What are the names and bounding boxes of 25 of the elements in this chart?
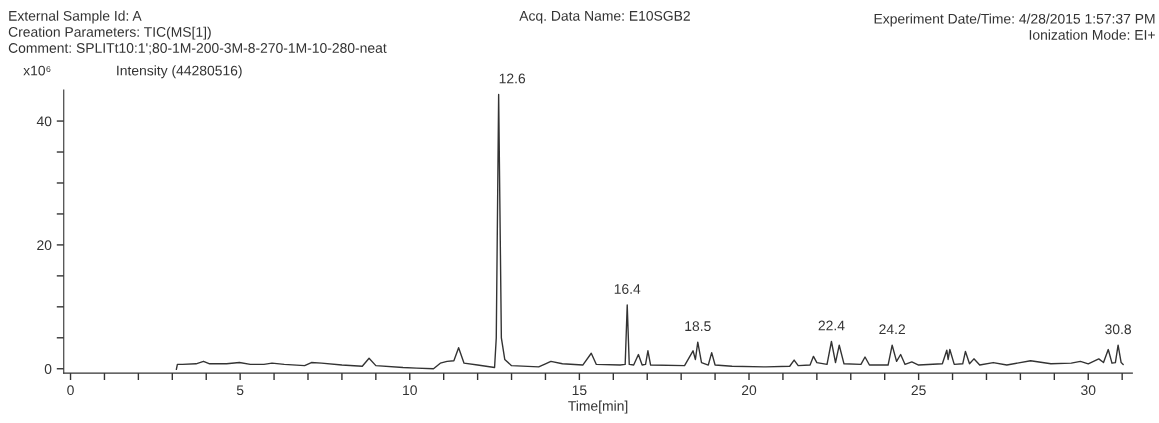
annotation: 24.2: [879, 324, 905, 335]
x-tick-label: 20: [741, 385, 757, 396]
annotation: 22.4: [818, 320, 845, 331]
text: Acq. Data Name: E10SGB2: [519, 10, 690, 24]
text: x10⁶: [23, 65, 51, 76]
text: Ionization Mode: EI+: [1029, 29, 1155, 40]
text: Experiment Date/Time: 4/28/2015 1:57:37 PM: [874, 13, 1155, 27]
x-axis-title: Time[min]: [568, 400, 628, 414]
text: External Sample Id: A: [9, 10, 142, 24]
text: Creation Parameters: TIC(MS[1]): [8, 26, 211, 40]
x-tick-label: 25: [911, 385, 926, 396]
annotation: 12.6: [499, 73, 526, 84]
x-tick-label: 15: [572, 385, 587, 396]
y-axis-title: Intensity (44280516): [117, 65, 242, 79]
y-tick-label: 20: [37, 240, 52, 251]
text: Comment: SPLITt10:1';80-1M-200-3M-8-270-1M-10-280-neat: [8, 43, 387, 55]
x-tick-label: 5: [236, 385, 244, 396]
x-tick-label: 30: [1081, 385, 1096, 396]
x-tick-label: 10: [403, 385, 417, 396]
annotation: 18.5: [685, 321, 711, 332]
y-tick-label: 40: [36, 116, 52, 127]
y-tick-label: 0: [44, 364, 52, 374]
annotation: 16.4: [614, 284, 641, 294]
annotation: 30.8: [1105, 324, 1132, 335]
x-tick-label: 0: [67, 385, 74, 396]
